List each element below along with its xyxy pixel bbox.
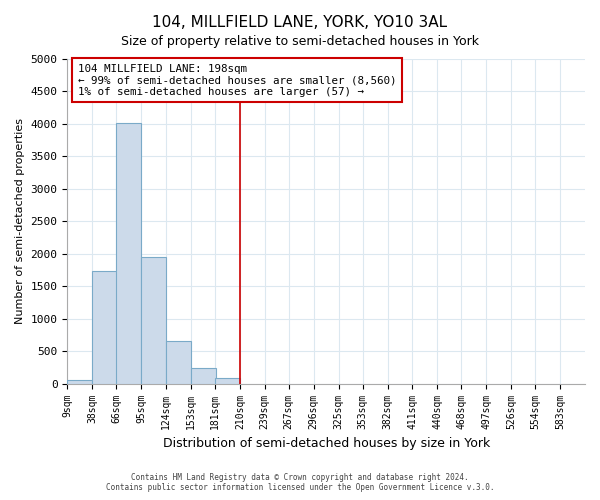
Text: 104 MILLFIELD LANE: 198sqm
← 99% of semi-detached houses are smaller (8,560)
1% : 104 MILLFIELD LANE: 198sqm ← 99% of semi… xyxy=(77,64,396,97)
Text: Contains HM Land Registry data © Crown copyright and database right 2024.
Contai: Contains HM Land Registry data © Crown c… xyxy=(106,473,494,492)
Bar xyxy=(166,342,191,384)
Text: Size of property relative to semi-detached houses in York: Size of property relative to semi-detach… xyxy=(121,35,479,48)
Bar xyxy=(116,122,141,384)
Bar xyxy=(215,378,240,384)
Bar xyxy=(141,257,166,384)
Bar xyxy=(67,380,92,384)
Text: 104, MILLFIELD LANE, YORK, YO10 3AL: 104, MILLFIELD LANE, YORK, YO10 3AL xyxy=(152,15,448,30)
Bar xyxy=(92,272,117,384)
X-axis label: Distribution of semi-detached houses by size in York: Distribution of semi-detached houses by … xyxy=(163,437,490,450)
Bar xyxy=(191,368,216,384)
Y-axis label: Number of semi-detached properties: Number of semi-detached properties xyxy=(15,118,25,324)
